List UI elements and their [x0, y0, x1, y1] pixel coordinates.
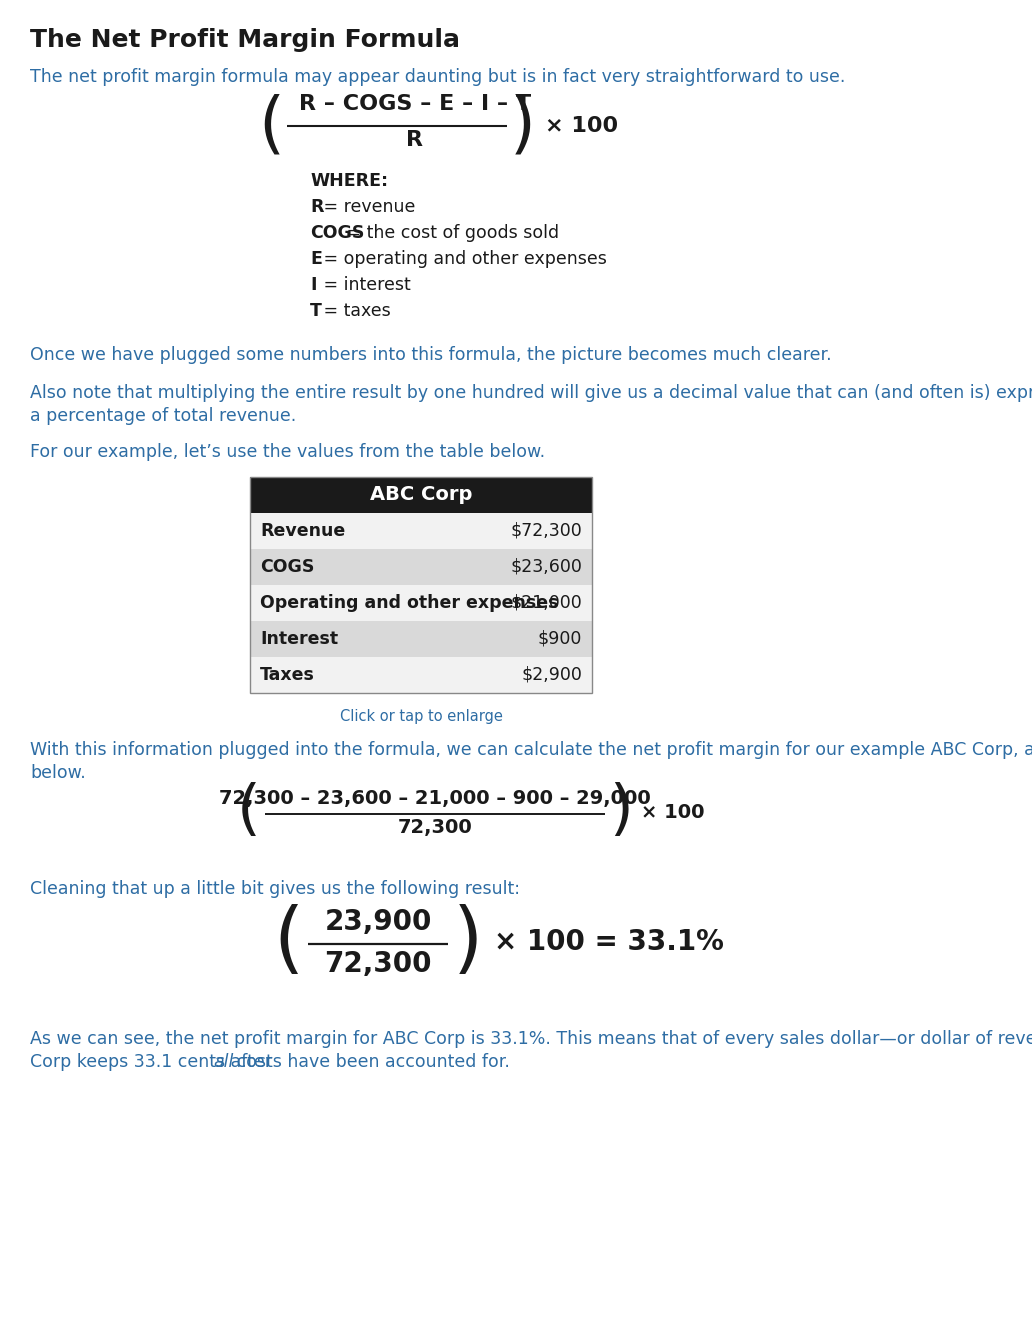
Text: T: T — [310, 302, 322, 320]
Text: I: I — [310, 276, 317, 293]
Text: The Net Profit Margin Formula: The Net Profit Margin Formula — [30, 28, 460, 52]
Text: Operating and other expenses: Operating and other expenses — [260, 594, 558, 612]
Text: 72,300 – 23,600 – 21,000 – 900 – 29,000: 72,300 – 23,600 – 21,000 – 900 – 29,000 — [219, 789, 651, 808]
FancyBboxPatch shape — [250, 477, 592, 513]
Text: COGS: COGS — [310, 224, 364, 243]
Text: (: ( — [237, 783, 261, 842]
Text: 72,300: 72,300 — [397, 817, 473, 838]
FancyBboxPatch shape — [250, 513, 592, 549]
Text: costs have been accounted for.: costs have been accounted for. — [231, 1053, 510, 1071]
Text: Also note that multiplying the entire result by one hundred will give us a decim: Also note that multiplying the entire re… — [30, 385, 1032, 402]
Text: With this information plugged into the formula, we can calculate the net profit : With this information plugged into the f… — [30, 741, 1032, 758]
Text: R: R — [407, 130, 423, 150]
Text: $72,300: $72,300 — [510, 523, 582, 540]
Text: ): ) — [453, 905, 483, 980]
Text: $2,900: $2,900 — [521, 666, 582, 683]
Text: $23,600: $23,600 — [510, 557, 582, 576]
Text: = the cost of goods sold: = the cost of goods sold — [342, 224, 559, 243]
Text: Cleaning that up a little bit gives us the following result:: Cleaning that up a little bit gives us t… — [30, 880, 520, 898]
Text: $900: $900 — [538, 630, 582, 649]
Text: $21,000: $21,000 — [510, 594, 582, 612]
Text: 72,300: 72,300 — [324, 950, 431, 978]
Text: Interest: Interest — [260, 630, 338, 649]
Text: WHERE:: WHERE: — [310, 172, 388, 190]
Text: a percentage of total revenue.: a percentage of total revenue. — [30, 407, 296, 425]
Text: ABC Corp: ABC Corp — [369, 485, 473, 504]
FancyBboxPatch shape — [250, 586, 592, 620]
Text: 23,900: 23,900 — [324, 909, 431, 937]
FancyBboxPatch shape — [250, 620, 592, 657]
Text: = operating and other expenses: = operating and other expenses — [318, 251, 607, 268]
Text: R: R — [310, 198, 323, 216]
Text: For our example, let’s use the values from the table below.: For our example, let’s use the values fr… — [30, 444, 545, 461]
Text: Taxes: Taxes — [260, 666, 315, 683]
Text: Revenue: Revenue — [260, 523, 346, 540]
Text: = interest: = interest — [318, 276, 411, 293]
Text: below.: below. — [30, 764, 86, 783]
Text: ): ) — [510, 92, 536, 159]
Text: The net profit margin formula may appear daunting but is in fact very straightfo: The net profit margin formula may appear… — [30, 68, 845, 86]
Text: Once we have plugged some numbers into this formula, the picture becomes much cl: Once we have plugged some numbers into t… — [30, 346, 832, 364]
Text: Corp keeps 33.1 cents after: Corp keeps 33.1 cents after — [30, 1053, 278, 1071]
Text: As we can see, the net profit margin for ABC Corp is 33.1%. This means that of e: As we can see, the net profit margin for… — [30, 1030, 1032, 1048]
Text: × 100: × 100 — [545, 117, 618, 135]
FancyBboxPatch shape — [250, 657, 592, 693]
Text: all: all — [214, 1053, 234, 1071]
Text: R – COGS – E – I – T: R – COGS – E – I – T — [299, 94, 531, 114]
Text: (: ( — [272, 905, 303, 980]
Text: × 100: × 100 — [641, 803, 705, 821]
Text: E: E — [310, 251, 322, 268]
Text: COGS: COGS — [260, 557, 315, 576]
FancyBboxPatch shape — [250, 549, 592, 586]
Text: ): ) — [609, 783, 633, 842]
Text: Click or tap to enlarge: Click or tap to enlarge — [340, 709, 503, 724]
Text: (: ( — [258, 92, 284, 159]
Text: = revenue: = revenue — [318, 198, 415, 216]
Text: = taxes: = taxes — [318, 302, 390, 320]
Text: × 100 = 33.1%: × 100 = 33.1% — [494, 929, 723, 955]
